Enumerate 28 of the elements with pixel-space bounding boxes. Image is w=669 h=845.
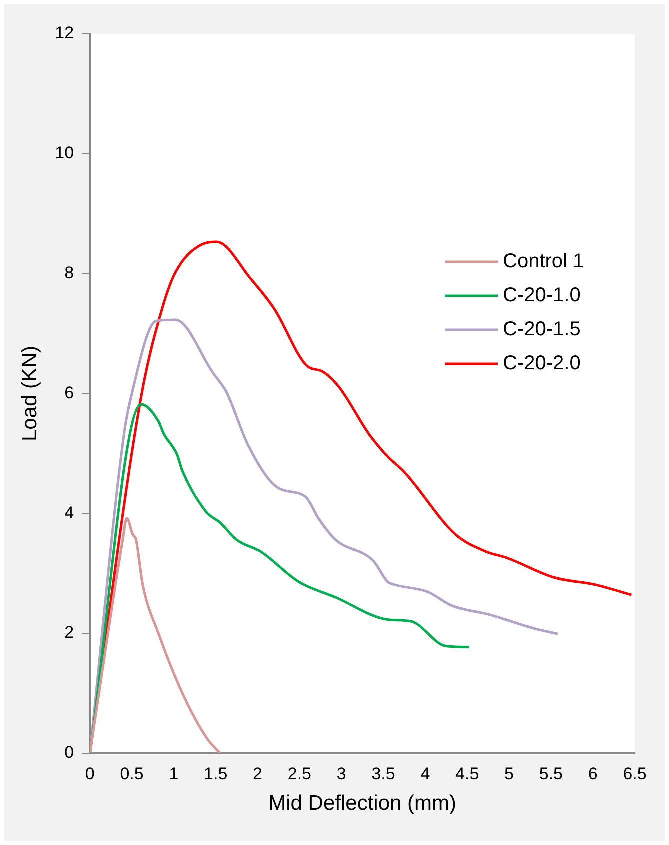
x-tick-label: 0 bbox=[85, 764, 95, 784]
y-tick-label: 6 bbox=[64, 383, 74, 402]
y-tick-label: 12 bbox=[55, 24, 74, 43]
y-tick-label: 8 bbox=[64, 263, 74, 282]
y-tick-label: 2 bbox=[64, 623, 74, 642]
y-axis-title: Load (KN) bbox=[18, 346, 42, 442]
x-tick-label: 3.5 bbox=[372, 764, 396, 784]
x-tick-label: 4.5 bbox=[456, 764, 480, 784]
legend-label: C-20-1.0 bbox=[503, 284, 581, 307]
legend-label: C-20-1.5 bbox=[503, 318, 581, 341]
x-tick-label: 5.5 bbox=[539, 764, 563, 784]
x-tick-label: 1 bbox=[169, 764, 179, 784]
x-axis-title: Mid Deflection (mm) bbox=[268, 792, 456, 816]
x-tick-label: 2.5 bbox=[288, 764, 312, 784]
y-tick-label: 10 bbox=[55, 144, 74, 163]
x-tick-label: 6.5 bbox=[623, 764, 647, 784]
x-tick-label: 2 bbox=[253, 764, 262, 784]
x-tick-label: 0.5 bbox=[120, 764, 144, 784]
legend-label: Control 1 bbox=[503, 250, 584, 273]
y-tick-label: 0 bbox=[64, 743, 74, 762]
x-tick-label: 1.5 bbox=[204, 764, 228, 784]
legend-label: C-20-2.0 bbox=[503, 352, 581, 375]
x-tick-label: 6 bbox=[588, 764, 598, 784]
x-tick-label: 4 bbox=[420, 764, 430, 784]
x-tick-label: 3 bbox=[336, 764, 346, 784]
y-tick-label: 4 bbox=[64, 503, 74, 522]
line-series bbox=[90, 517, 222, 754]
x-tick-label: 5 bbox=[504, 764, 514, 784]
